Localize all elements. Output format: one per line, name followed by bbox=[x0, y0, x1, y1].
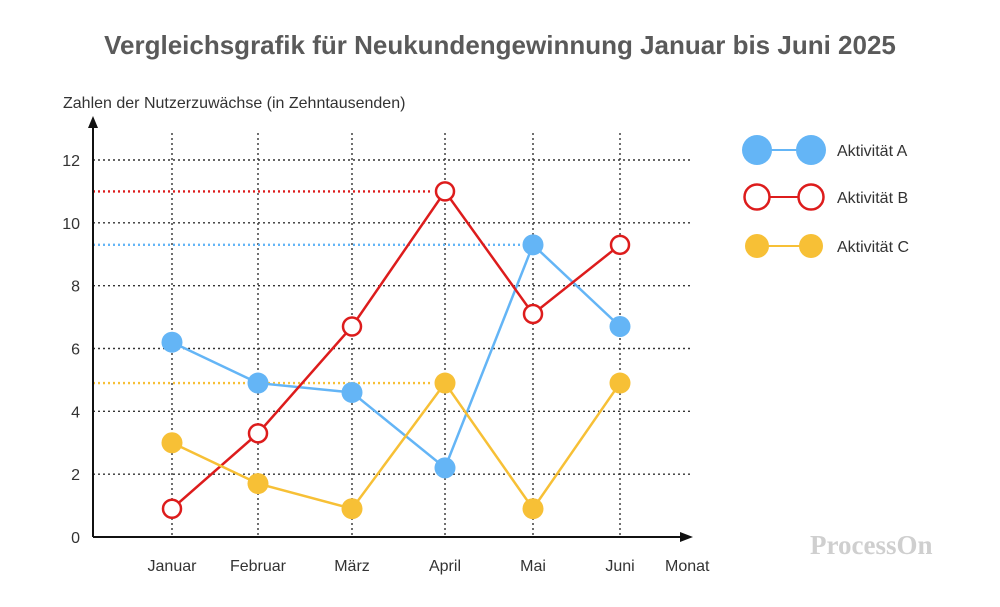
data-point bbox=[434, 372, 456, 394]
data-point bbox=[247, 372, 269, 394]
legend-label: Aktivität B bbox=[837, 190, 908, 207]
y-axis-label: Zahlen der Nutzerzuwächse (in Zehntausen… bbox=[63, 95, 405, 112]
y-tick-label: 6 bbox=[71, 342, 80, 359]
legend-label: Aktivität A bbox=[837, 143, 908, 160]
x-axis-label: Monat bbox=[665, 558, 710, 575]
x-tick-label: Januar bbox=[148, 558, 198, 575]
data-point bbox=[434, 181, 456, 202]
x-axis-arrow bbox=[680, 532, 693, 542]
y-tick-label: 4 bbox=[71, 404, 80, 421]
data-point bbox=[609, 234, 631, 256]
y-tick-label: 8 bbox=[71, 279, 80, 296]
x-tick-label: März bbox=[334, 558, 370, 575]
data-point bbox=[341, 498, 363, 520]
legend-label: Aktivität C bbox=[837, 239, 909, 256]
y-axis-arrow bbox=[88, 116, 98, 128]
data-point bbox=[247, 473, 269, 495]
legend-marker bbox=[799, 234, 823, 258]
y-tick-label: 0 bbox=[71, 530, 80, 547]
data-point bbox=[522, 303, 544, 325]
data-point bbox=[609, 316, 631, 338]
series-line bbox=[171, 189, 621, 510]
data-point bbox=[434, 457, 456, 479]
watermark: ProcessOn bbox=[810, 530, 933, 560]
legend-marker bbox=[745, 234, 769, 258]
data-point bbox=[609, 372, 631, 394]
y-tick-label: 12 bbox=[62, 153, 80, 170]
data-point bbox=[161, 498, 183, 519]
data-point bbox=[161, 432, 183, 454]
legend-marker bbox=[742, 135, 772, 165]
x-tick-label: Februar bbox=[230, 558, 287, 575]
data-point bbox=[161, 331, 183, 353]
chart-title: Vergleichsgrafik für Neukundengewinnung … bbox=[104, 30, 896, 60]
legend-marker bbox=[797, 183, 825, 211]
y-tick-label: 10 bbox=[62, 216, 80, 233]
data-point bbox=[341, 316, 363, 337]
x-tick-label: Juni bbox=[605, 558, 634, 575]
data-point bbox=[341, 381, 363, 403]
legend-marker bbox=[743, 183, 771, 211]
series-line bbox=[171, 380, 622, 511]
y-tick-label: 2 bbox=[71, 467, 80, 484]
data-point bbox=[247, 423, 269, 444]
legend-marker bbox=[796, 135, 826, 165]
series-line bbox=[171, 242, 621, 470]
data-point bbox=[522, 234, 544, 256]
data-point bbox=[522, 498, 544, 520]
x-tick-label: Mai bbox=[520, 558, 546, 575]
x-tick-label: April bbox=[429, 558, 461, 575]
